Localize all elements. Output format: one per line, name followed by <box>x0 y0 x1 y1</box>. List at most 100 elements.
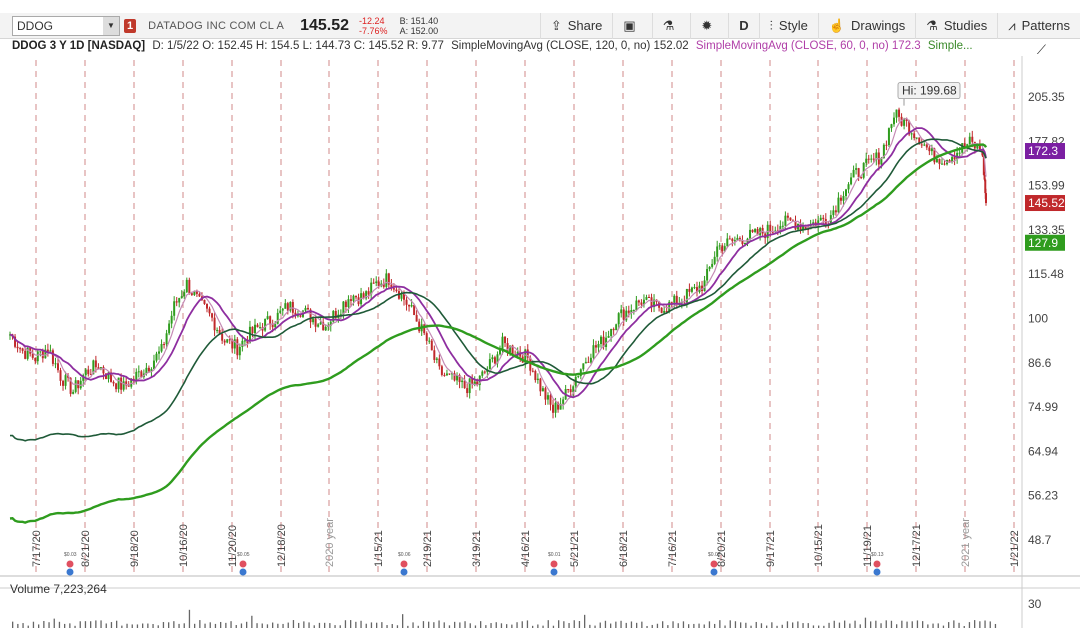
studies-button[interactable]: ⚗ Studies <box>915 12 997 39</box>
candle-body <box>554 402 557 413</box>
candle-body <box>372 282 375 284</box>
price-flag <box>1025 234 1065 251</box>
volume-bar <box>136 624 139 628</box>
alert-badge[interactable]: 1 <box>124 18 137 33</box>
volume-bar <box>859 624 861 628</box>
volume-bar <box>490 623 492 628</box>
volume-bar <box>386 625 388 628</box>
style-button[interactable]: ⫶ Style <box>758 12 818 39</box>
candle-body <box>832 210 835 216</box>
candle-body <box>721 245 724 252</box>
volume-bar <box>480 621 482 628</box>
volume-bar <box>246 621 248 628</box>
patterns-button[interactable]: ⩘ Patterns <box>997 12 1080 39</box>
candle-body <box>468 378 471 394</box>
volume-bar <box>667 625 669 628</box>
period-label: D <box>739 18 749 33</box>
candle-body <box>226 339 229 343</box>
candle-body <box>178 298 181 303</box>
candle-body <box>572 386 575 393</box>
candle-body <box>423 324 426 334</box>
volume-bar <box>750 625 752 628</box>
candle-body <box>723 246 726 252</box>
volume-bar <box>786 621 789 628</box>
drawings-button[interactable]: ☝ Drawings <box>817 12 915 39</box>
event-marker-icon <box>710 560 718 568</box>
candle-body <box>314 318 317 327</box>
volume-bar <box>79 621 81 628</box>
drawing-tool-icon[interactable]: ⟋ <box>1036 42 1046 57</box>
price-tick-label: 56.23 <box>1028 489 1058 503</box>
volume-bar <box>740 622 742 628</box>
sma120-readout[interactable]: SimpleMovingAvg (CLOSE, 120, 0, no) 152.… <box>451 40 689 52</box>
price-tick-label: 133.35 <box>1028 223 1065 237</box>
candle-body <box>812 222 815 224</box>
volume-bar <box>168 622 170 628</box>
volume-bar <box>506 624 508 628</box>
candle-body <box>622 309 625 321</box>
candle-body <box>940 163 943 165</box>
candle-body <box>751 229 754 232</box>
candle-body <box>377 281 380 287</box>
volume-bar <box>906 621 908 628</box>
candle-body <box>900 116 903 126</box>
lab-button[interactable]: ⚗ <box>651 12 691 39</box>
candle-body <box>592 345 595 358</box>
volume-bar <box>901 620 903 628</box>
candle-body <box>711 263 714 267</box>
volume-bar <box>854 620 856 628</box>
volume-bar <box>318 622 321 628</box>
event-marker-icon <box>239 568 247 576</box>
date-tick-label: 11/20/20 <box>227 525 239 567</box>
chevron-down-icon[interactable]: ▼ <box>103 16 119 35</box>
candle-body <box>195 291 198 294</box>
candle-body <box>69 377 72 394</box>
volume-bar <box>994 623 997 628</box>
candle-body <box>54 363 57 365</box>
settings-button[interactable]: ✹ <box>690 12 728 39</box>
candle-body <box>935 158 938 163</box>
volume-tick-label: 30 <box>1028 597 1042 611</box>
volume-bar <box>771 622 773 628</box>
candle-body <box>347 299 350 308</box>
candle-body <box>445 373 448 376</box>
volume-bar <box>43 620 45 628</box>
sma60-readout[interactable]: SimpleMovingAvg (CLOSE, 60, 0, no) 172.3 <box>695 40 921 52</box>
volume-bar <box>932 623 934 628</box>
volume-bar <box>417 625 419 628</box>
candle-body <box>453 373 456 381</box>
candle-body <box>228 339 231 341</box>
volume-bar <box>594 625 596 628</box>
candle-body <box>845 189 848 197</box>
candle-body <box>802 225 805 230</box>
price-tick-label: 48.7 <box>1028 533 1052 547</box>
price-flag-label: 127.9 <box>1028 236 1058 250</box>
candle-body <box>498 348 501 355</box>
date-tick-label: 12/18/20 <box>276 524 288 567</box>
candle-body <box>938 158 941 164</box>
chart-settings-button[interactable]: ▣ <box>612 12 651 39</box>
price-chart[interactable]: 7/17/20 8/21/20 9/18/20 10/16/20 11/20/20 12/… <box>0 56 1080 628</box>
volume-bar <box>532 625 534 628</box>
volume-bar <box>12 621 14 628</box>
volume-bar <box>474 625 477 628</box>
volume-bar <box>870 621 872 628</box>
period-button[interactable]: D <box>728 12 758 39</box>
candle-body <box>908 121 911 135</box>
candle-body <box>193 291 196 295</box>
candle-body <box>213 317 216 331</box>
candle-body <box>236 339 239 356</box>
symbol-input[interactable]: DDOG ▼ <box>12 15 120 36</box>
candle-body <box>168 323 171 334</box>
candle-body <box>544 388 547 400</box>
share-button[interactable]: ⇪ Share <box>539 12 613 39</box>
candle-body <box>653 299 656 308</box>
candle-body <box>400 293 403 299</box>
candle-body <box>216 329 219 331</box>
candle-body <box>627 310 630 313</box>
event-marker-icon <box>550 560 558 568</box>
candle-body <box>789 217 792 221</box>
more-studies[interactable]: Simple... <box>927 40 973 52</box>
candle-body <box>855 168 858 170</box>
candle-body <box>784 215 787 226</box>
